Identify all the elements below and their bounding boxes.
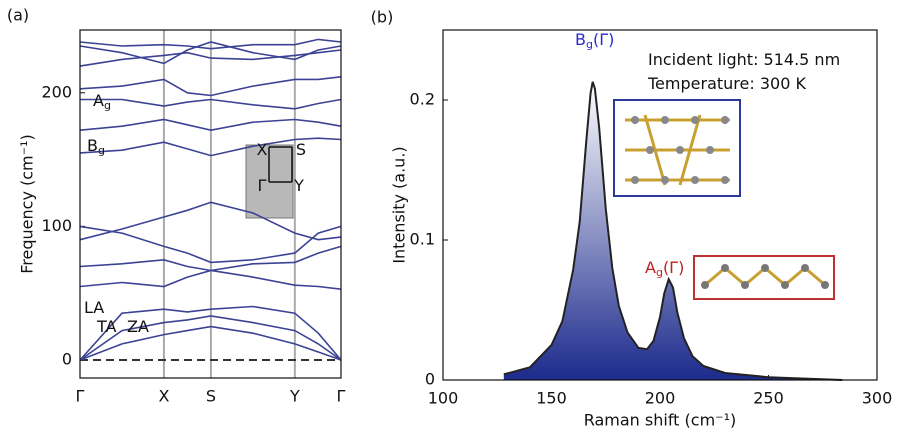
- x-tick-label: 300: [862, 389, 893, 408]
- structure-inset-bottom: [693, 255, 835, 300]
- x-tick-label: 200: [645, 389, 676, 408]
- spectrum-line: [503, 81, 843, 381]
- x-tick-label: X: [158, 387, 169, 406]
- annotation-subscript: g: [98, 144, 105, 157]
- annotation-text: TA: [96, 317, 117, 336]
- plot-frame: [79, 29, 342, 379]
- annotation-text: X: [257, 140, 268, 159]
- x-tick-label: 150: [536, 389, 567, 408]
- x-tick-label: S: [206, 387, 216, 406]
- annotation: Y: [293, 176, 304, 195]
- annotation-text: A: [93, 91, 104, 110]
- annotation-text: Incident light: 514.5 nm: [648, 50, 840, 69]
- bz-inset: [245, 144, 294, 219]
- phonon-band: [79, 315, 342, 361]
- spectrum-area: [503, 81, 843, 381]
- y-tick-label: 0.1: [410, 230, 435, 249]
- phonon-band: [79, 225, 342, 264]
- x-tick-label: Y: [289, 387, 300, 406]
- phonon-band: [80, 98, 342, 110]
- phonon-band: [79, 38, 342, 50]
- phonon-band: [79, 201, 342, 241]
- phonon-band: [79, 137, 342, 157]
- annotation: Ag(Γ): [645, 258, 684, 280]
- annotation-subscript: g: [104, 99, 111, 112]
- annotation-text: B: [87, 136, 98, 155]
- annotation-text: S: [296, 140, 306, 159]
- annotation: S: [296, 140, 306, 159]
- phonon-band: [79, 41, 342, 65]
- annotation-text: Γ: [258, 176, 267, 195]
- annotation-suffix: (Γ): [593, 30, 614, 49]
- x-tick-label: Γ: [337, 387, 346, 406]
- x-tick-label: Γ: [76, 387, 85, 406]
- y-tick-label: 0: [425, 370, 435, 389]
- annotation-text: Temperature: 300 K: [647, 74, 806, 93]
- phonon-band: [79, 305, 342, 361]
- plot-frame: [442, 29, 878, 381]
- y-tick-label: 0.2: [410, 90, 435, 109]
- annotation: Incident light: 514.5 nm: [648, 50, 840, 69]
- y-tick-label: 0: [62, 349, 72, 368]
- annotation-text: LA: [84, 298, 104, 317]
- annotation: Bg: [87, 136, 105, 158]
- annotation: Γ: [258, 176, 267, 195]
- x-tick-label: 250: [753, 389, 784, 408]
- phonon-band: [79, 245, 342, 272]
- phonon-band: [79, 76, 342, 97]
- annotation: LA: [84, 298, 104, 317]
- annotation: Temperature: 300 K: [647, 74, 806, 93]
- annotation: Bg(Γ): [575, 30, 614, 52]
- structure-inset-top: [613, 99, 741, 197]
- x-tick-label: 100: [428, 389, 459, 408]
- y-axis-label: Intensity (a.u.): [390, 146, 409, 263]
- annotation-text: B: [575, 30, 586, 49]
- phonon-band: [79, 118, 342, 132]
- y-axis-label: Frequency (cm⁻¹): [18, 134, 37, 273]
- annotation-text: Y: [293, 176, 304, 195]
- y-tick-label: 100: [41, 216, 72, 235]
- x-axis-label: Raman shift (cm⁻¹): [584, 411, 737, 430]
- y-tick-label: 200: [41, 82, 72, 101]
- annotation-text: ZA: [127, 317, 149, 336]
- annotation-suffix: (Γ): [663, 258, 684, 277]
- annotation-subscript: g: [586, 38, 593, 51]
- annotation: ZA: [127, 317, 149, 336]
- phonon-band: [79, 325, 342, 361]
- annotation: X: [257, 140, 268, 159]
- annotation-text: A: [645, 258, 656, 277]
- panel-label: (b): [371, 8, 394, 27]
- annotation: TA: [96, 317, 117, 336]
- annotation-subscript: g: [656, 266, 663, 279]
- panel-label: (a): [7, 6, 29, 25]
- annotation: Ag: [93, 91, 111, 113]
